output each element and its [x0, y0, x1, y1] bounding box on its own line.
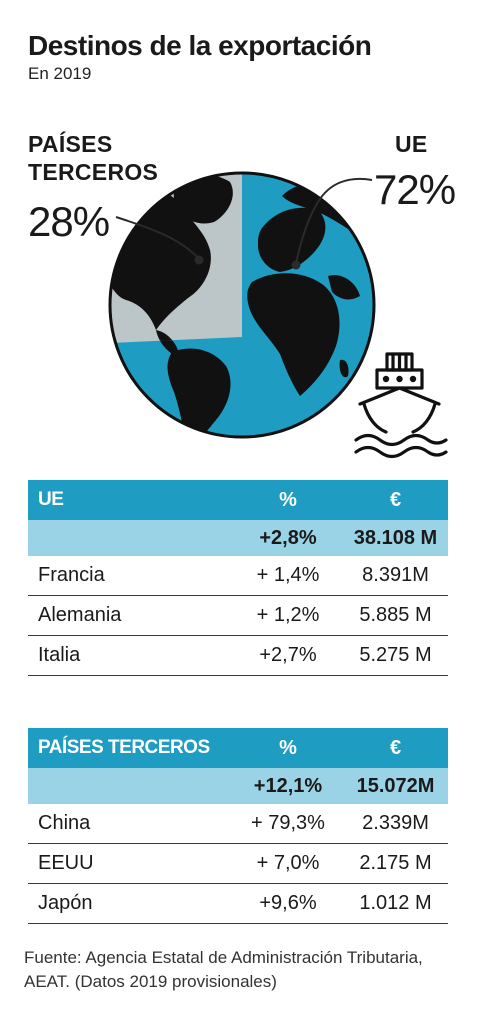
- terceros-total-euro: 15.072M: [356, 774, 435, 797]
- globe-outline: [108, 171, 376, 439]
- country-euro: 2.175 M: [359, 852, 432, 874]
- ue-total-euro: 38.108 M: [353, 526, 438, 549]
- ue-header-euro: €: [389, 488, 402, 511]
- terceros-label-line2: TERCEROS: [28, 159, 159, 185]
- terceros-label: PAÍSES TERCEROS: [28, 130, 158, 186]
- globe-pie-chart: [108, 171, 448, 459]
- table-row: EEUU + 7,0% 2.175 M: [28, 844, 448, 884]
- ue-leader-dot: [291, 260, 301, 270]
- chart-subtitle: En 2019: [28, 64, 92, 83]
- table-row: Italia +2,7% 5.275 M: [28, 636, 448, 676]
- ue-header-percent: %: [279, 488, 297, 511]
- country-euro: 5.885 M: [359, 604, 432, 626]
- table-row: Francia + 1,4% 8.391M: [28, 556, 448, 596]
- country-name: Japón: [38, 892, 93, 914]
- terceros-header-region: PAÍSES TERCEROS: [38, 737, 210, 758]
- terceros-percent: 28%: [28, 198, 110, 245]
- country-name: EEUU: [38, 852, 94, 874]
- table-row: China + 79,3% 2.339M: [28, 804, 448, 844]
- country-percent: +2,7%: [259, 644, 317, 666]
- chart-title: Destinos de la exportación: [28, 30, 372, 61]
- ue-table: UE % € +2,8% 38.108 M Francia + 1,4% 8.3…: [28, 480, 448, 676]
- country-name: Francia: [38, 564, 105, 586]
- country-name: Italia: [38, 644, 81, 666]
- ship-icon: [354, 352, 448, 459]
- country-euro: 5.275 M: [359, 644, 432, 666]
- terceros-header-euro: €: [389, 736, 402, 759]
- ue-header-region: UE: [38, 489, 64, 510]
- country-percent: + 1,2%: [256, 604, 320, 626]
- terceros-table-header: PAÍSES TERCEROS % €: [28, 728, 448, 768]
- source-note: Fuente: Agencia Estatal de Administració…: [24, 948, 423, 991]
- terceros-label-line1: PAÍSES: [28, 131, 113, 157]
- country-name: China: [38, 812, 91, 834]
- ue-percent: 72%: [374, 166, 456, 213]
- ue-total-percent: +2,8%: [259, 526, 317, 549]
- terceros-table-total: +12,1% 15.072M: [28, 768, 448, 804]
- table-row: Japón +9,6% 1.012 M: [28, 884, 448, 924]
- ue-table-total: +2,8% 38.108 M: [28, 520, 448, 556]
- country-euro: 2.339M: [362, 812, 429, 834]
- country-euro: 8.391M: [362, 564, 429, 586]
- ue-table-header: UE % €: [28, 480, 448, 520]
- terceros-leader-dot: [194, 255, 204, 265]
- country-euro: 1.012 M: [359, 892, 432, 914]
- country-name: Alemania: [38, 604, 122, 626]
- table-row: Alemania + 1,2% 5.885 M: [28, 596, 448, 636]
- country-percent: + 79,3%: [251, 812, 325, 834]
- terceros-header-percent: %: [279, 736, 297, 759]
- country-percent: + 7,0%: [256, 852, 320, 874]
- country-percent: + 1,4%: [256, 564, 320, 586]
- ue-label: UE: [395, 131, 428, 157]
- terceros-total-percent: +12,1%: [253, 774, 323, 797]
- terceros-leader-line: [115, 216, 200, 260]
- ue-leader-line: [295, 177, 373, 265]
- terceros-table: PAÍSES TERCEROS % € +12,1% 15.072M China…: [28, 728, 448, 924]
- country-percent: +9,6%: [259, 892, 317, 914]
